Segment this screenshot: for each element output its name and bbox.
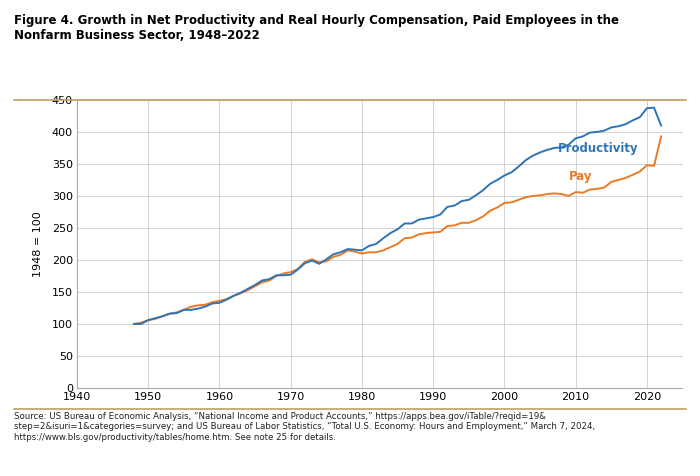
Text: Productivity: Productivity <box>558 142 638 156</box>
Y-axis label: 1948 = 100: 1948 = 100 <box>34 211 43 277</box>
Text: Source: US Bureau of Economic Analysis, “National Income and Product Accounts,” : Source: US Bureau of Economic Analysis, … <box>14 412 595 442</box>
Text: Figure 4. Growth in Net Productivity and Real Hourly Compensation, Paid Employee: Figure 4. Growth in Net Productivity and… <box>14 14 619 42</box>
Text: Pay: Pay <box>568 170 592 183</box>
